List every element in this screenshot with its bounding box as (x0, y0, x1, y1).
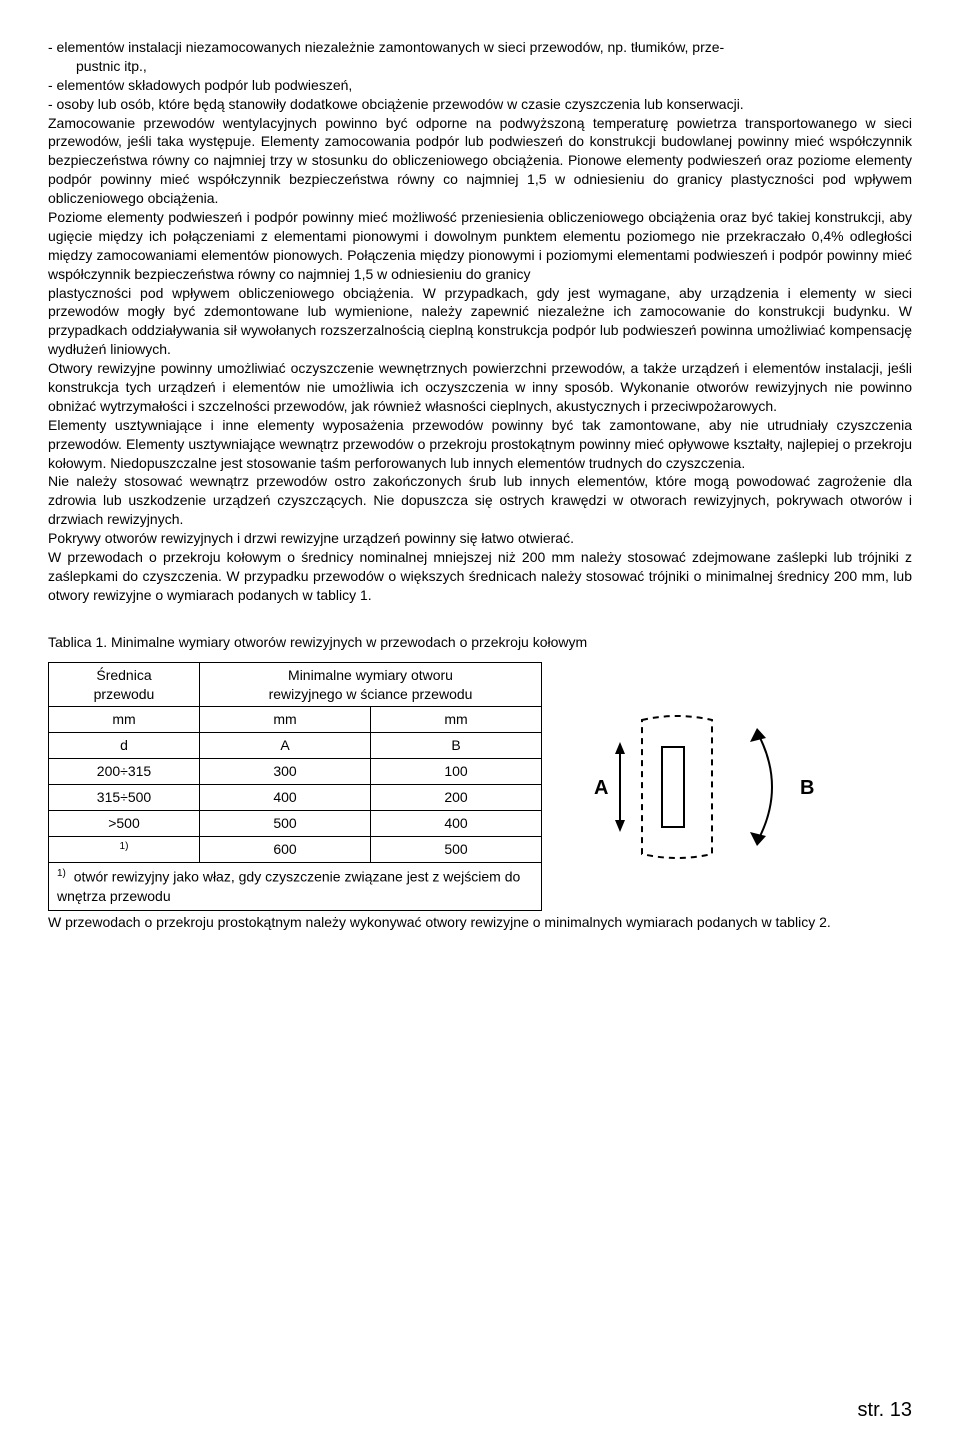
table-row: 200÷315 300 100 (49, 759, 542, 785)
dimension-arc-b (757, 732, 772, 842)
duct-outline (642, 716, 712, 858)
data-cell: 200÷315 (49, 759, 200, 785)
diagram-panel: A B (582, 702, 832, 872)
data-cell: 400 (200, 785, 371, 811)
table-row: >500 500 400 (49, 810, 542, 836)
header-text: Minimalne wymiary otworu (288, 667, 453, 683)
table-row: 1) 600 500 (49, 836, 542, 863)
data-cell: 500 (200, 810, 371, 836)
label-a: A (594, 777, 608, 799)
data-cell: 300 (200, 759, 371, 785)
paragraph: W przewodach o przekroju kołowym o średn… (48, 548, 912, 605)
data-cell: 1) (49, 836, 200, 863)
bullet-text: - osoby lub osób, które będą stanowiły d… (48, 96, 744, 112)
arrowhead-icon (750, 728, 766, 742)
unit-cell: mm (200, 707, 371, 733)
table-and-diagram: Średnica przewodu Minimalne wymiary otwo… (48, 662, 912, 911)
unit-cell: mm (371, 707, 542, 733)
col-header: Minimalne wymiary otworu rewizyjnego w ś… (200, 662, 542, 707)
paragraph: Otwory rewizyjne powinny umożliwiać oczy… (48, 359, 912, 416)
header-text: Średnica (96, 667, 151, 683)
label-b: B (800, 777, 814, 799)
data-cell: 600 (200, 836, 371, 863)
arrowhead-icon (750, 832, 766, 846)
paragraph: W przewodach o przekroju prostokątnym na… (48, 913, 912, 932)
arrowhead-icon (615, 742, 625, 754)
bullet-text: pustnic itp., (76, 58, 147, 74)
col-header: Średnica przewodu (49, 662, 200, 707)
bullet-item: - elementów składowych podpór lub podwie… (48, 76, 912, 95)
inspection-opening-diagram: A B (582, 702, 832, 872)
data-cell: 315÷500 (49, 785, 200, 811)
page-number: str. 13 (858, 1397, 912, 1424)
data-cell: 500 (371, 836, 542, 863)
paragraph: plastyczności pod wpływem obliczeniowego… (48, 284, 912, 360)
table-row: 315÷500 400 200 (49, 785, 542, 811)
paragraph: Pokrywy otworów rewizyjnych i drzwi rewi… (48, 529, 912, 548)
paragraph: Zamocowanie przewodów wentylacyjnych pow… (48, 114, 912, 208)
bullet-item: - elementów instalacji niezamocowanych n… (48, 38, 912, 57)
data-cell: 100 (371, 759, 542, 785)
footnote-cell: 1) otwór rewizyjny jako właz, gdy czyszc… (49, 863, 542, 910)
revision-openings-table: Średnica przewodu Minimalne wymiary otwo… (48, 662, 542, 911)
paragraph: Nie należy stosować wewnątrz przewodów o… (48, 472, 912, 529)
header-text: rewizyjnego w ściance przewodu (269, 686, 473, 702)
symbol-cell: A (200, 733, 371, 759)
table-row: 1) otwór rewizyjny jako właz, gdy czyszc… (49, 863, 542, 910)
symbol-cell: d (49, 733, 200, 759)
paragraph: Poziome elementy podwieszeń i podpór pow… (48, 208, 912, 284)
paragraph: Elementy usztywniające i inne elementy w… (48, 416, 912, 473)
symbol-cell: B (371, 733, 542, 759)
data-cell: 400 (371, 810, 542, 836)
bullet-text: - elementów składowych podpór lub podwie… (48, 77, 352, 93)
data-cell: >500 (49, 810, 200, 836)
table-row: d A B (49, 733, 542, 759)
header-text: przewodu (94, 686, 155, 702)
footnote-text: otwór rewizyjny jako właz, gdy czyszczen… (57, 869, 520, 904)
table-row: Średnica przewodu Minimalne wymiary otwo… (49, 662, 542, 707)
table-row: mm mm mm (49, 707, 542, 733)
bullet-item: - osoby lub osób, które będą stanowiły d… (48, 95, 912, 114)
footnote-mark: 1) (57, 868, 66, 879)
bullet-text: - elementów instalacji niezamocowanych n… (48, 39, 724, 55)
bullet-continuation: pustnic itp., (48, 57, 912, 76)
arrowhead-icon (615, 820, 625, 832)
footnote-mark: 1) (120, 841, 129, 852)
data-cell: 200 (371, 785, 542, 811)
unit-cell: mm (49, 707, 200, 733)
opening-rect (662, 747, 684, 827)
table-caption: Tablica 1. Minimalne wymiary otworów rew… (48, 633, 912, 652)
